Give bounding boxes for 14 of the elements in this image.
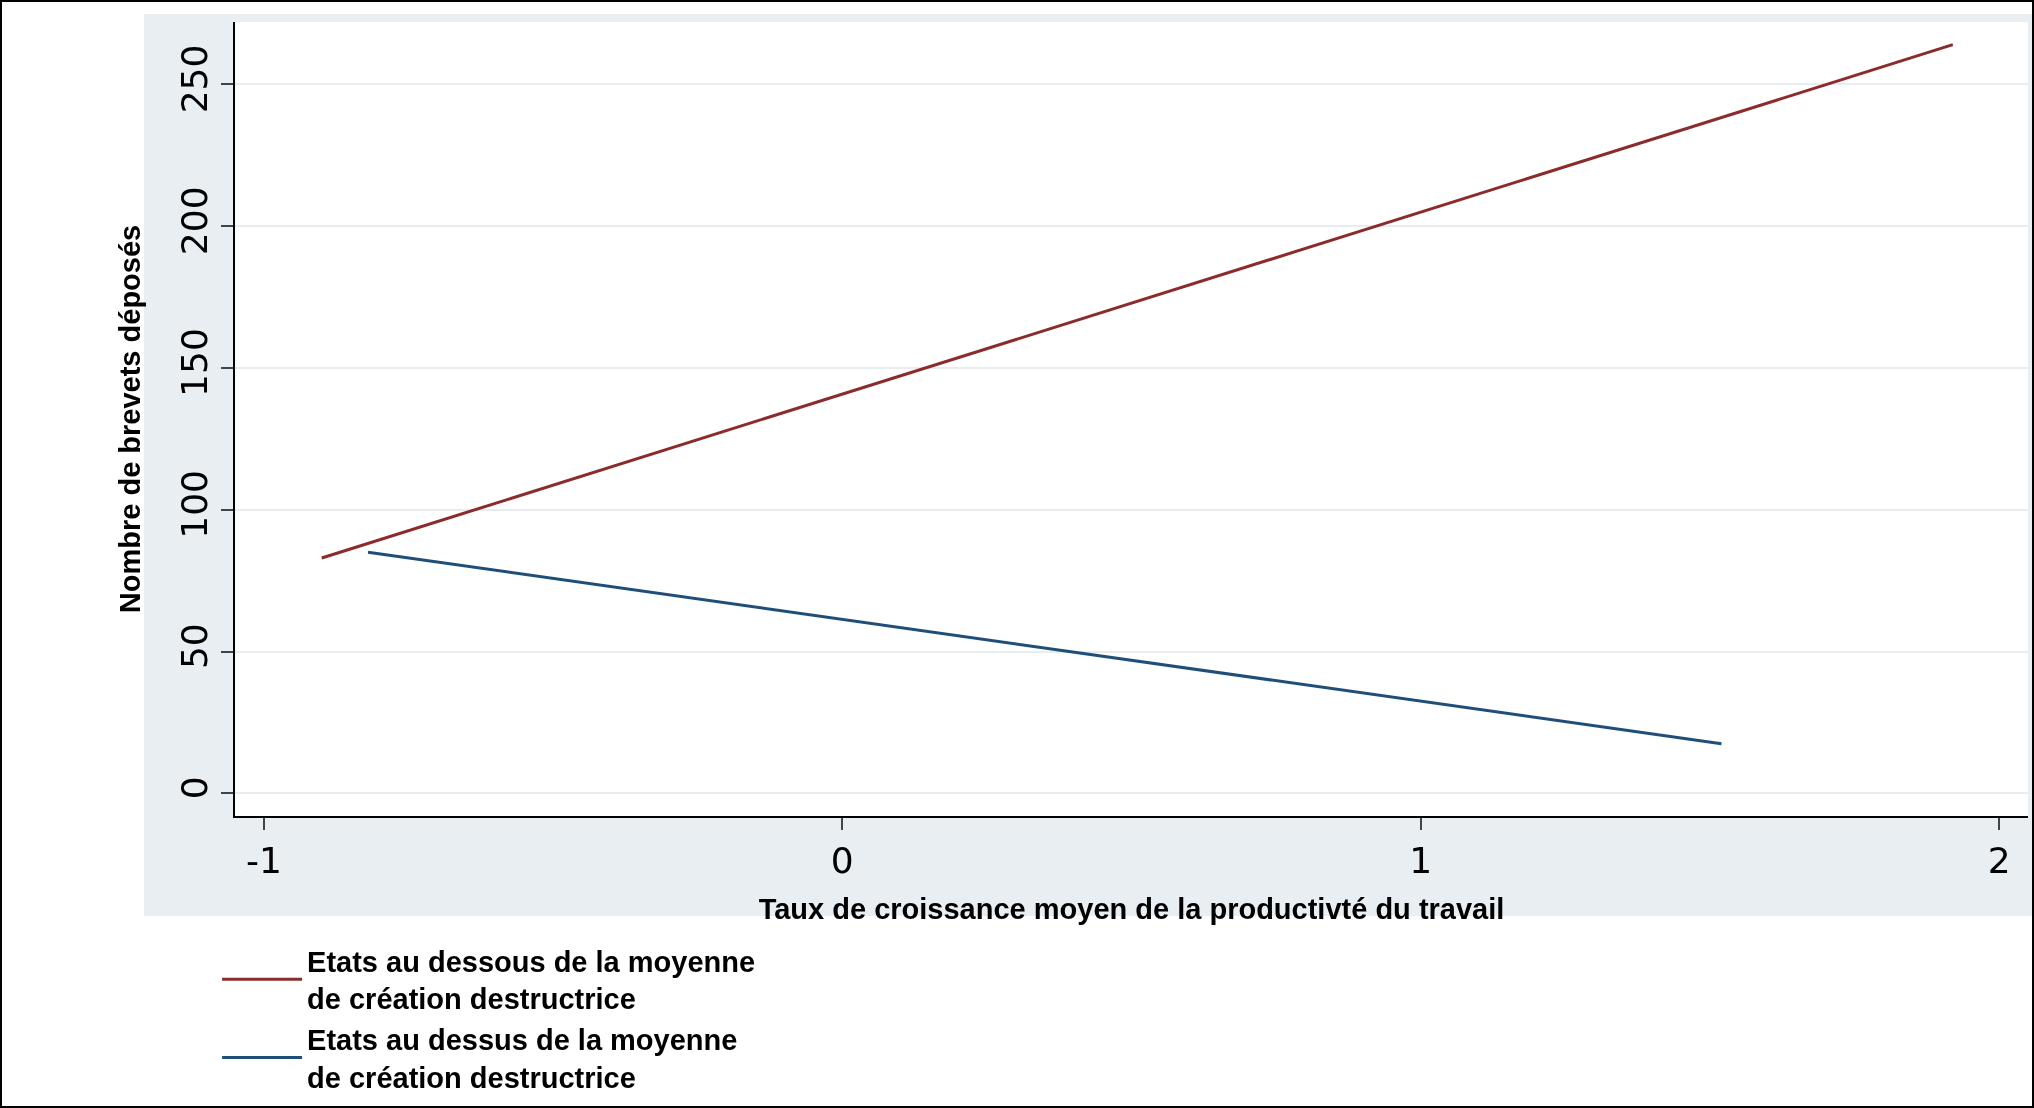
y-tick-label: 50	[173, 623, 215, 670]
y-axis-title: Nombre de brevets déposés	[114, 224, 147, 614]
legend-label: Etats au dessous de la moyenne de création destructrice	[307, 945, 756, 1016]
x-tick-label: 2	[1987, 840, 2011, 882]
x-tick-label: -1	[245, 840, 282, 882]
y-tick-label: 100	[173, 469, 215, 539]
x-tick-label: 0	[830, 840, 854, 882]
y-tick-label: 150	[173, 328, 215, 397]
legend-label: Etats au dessus de la moyenne de création destructrice	[307, 1024, 738, 1094]
x-tick-label: 1	[1409, 840, 1433, 882]
y-tick-label: 250	[173, 44, 215, 114]
y-tick-label: 200	[173, 186, 215, 256]
x-axis-title: Taux de croissance moyen de la productivté du travail	[758, 892, 1505, 925]
y-tick-label: 0	[173, 776, 215, 800]
